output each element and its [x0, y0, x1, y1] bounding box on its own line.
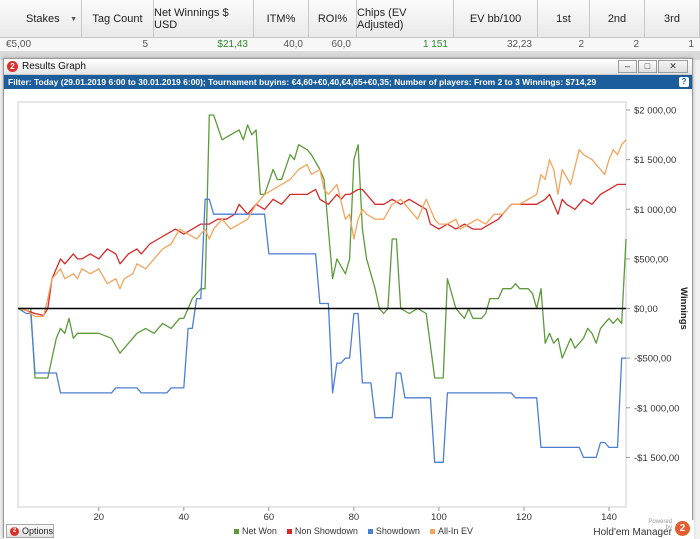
- y-tick-label: -$1 500,00: [634, 453, 679, 464]
- results-chart: $2 000,00 $1 500,00 $1 000,00 $500,00 $0,00 -…: [4, 90, 694, 539]
- y-tick-label: -$1 000,00: [634, 403, 679, 414]
- table-row[interactable]: €5,00 5 $21,43 40,0 60,0 1 151 32,23 2 2…: [0, 38, 700, 52]
- series-line-net-won: [18, 114, 627, 379]
- y-tick-label: $1 500,00: [634, 155, 676, 166]
- legend-swatch: [286, 528, 292, 534]
- series-line-non-showdown: [17, 183, 626, 317]
- options-button[interactable]: 2 Options: [6, 524, 54, 538]
- legend-label: Non Showdown: [294, 526, 358, 536]
- powered-by-text: Powered by: [648, 519, 672, 531]
- results-table-header: Stakes ▼ Tag Count Net Winnings $ USD ITM…: [0, 0, 700, 38]
- cell-2nd: 2: [633, 39, 639, 50]
- series-line-all-in-ev: [17, 139, 627, 318]
- brand-name: Hold'em Manager: [593, 527, 672, 538]
- plot-area: [17, 101, 627, 508]
- y-tick-label: $500,00: [634, 254, 668, 265]
- cell-tag-count: 5: [142, 39, 148, 50]
- cell-net-winnings: $21,43: [217, 39, 248, 50]
- col-roi[interactable]: ROI%: [309, 0, 357, 37]
- bottom-bar: 2 Options Net Won Non Showdown Showdown All…: [4, 519, 694, 539]
- x-tick-label: 140: [601, 512, 617, 520]
- legend-item: Net Won: [234, 526, 277, 536]
- cell-roi: 60,0: [331, 39, 351, 50]
- legend-swatch: [367, 528, 373, 534]
- y-tick-label: $2 000,00: [634, 106, 676, 117]
- x-tick-label: 120: [516, 512, 532, 520]
- y-axis-label: Winnings: [678, 287, 689, 330]
- col-itm[interactable]: ITM%: [254, 0, 309, 37]
- y-tick-label: $0,00: [634, 304, 658, 315]
- x-tick-label: 20: [93, 512, 104, 520]
- window-title: Results Graph: [22, 61, 86, 72]
- cell-3rd: 1: [688, 39, 694, 50]
- dropdown-arrow-icon[interactable]: ▼: [70, 16, 77, 23]
- legend-label: All-In EV: [437, 526, 473, 536]
- col-ev-bb100[interactable]: EV bb/100: [454, 0, 538, 37]
- legend-item: Showdown: [367, 526, 420, 536]
- chart-legend: Net Won Non Showdown Showdown All-In EV: [234, 526, 473, 536]
- filter-bar: Filter: Today (29.01.2019 6:00 to 30.01.…: [4, 75, 692, 89]
- col-tag-count[interactable]: Tag Count: [82, 0, 154, 37]
- series-line-showdown: [17, 198, 626, 463]
- x-tick-label: 80: [349, 512, 360, 520]
- hm2-app-icon: 2: [7, 61, 18, 72]
- cell-itm: 40,0: [283, 39, 303, 50]
- legend-item: All-In EV: [429, 526, 473, 536]
- y-tick-label: $1 000,00: [634, 205, 676, 216]
- table-background: [0, 52, 700, 60]
- cell-ev-bb100: 32,23: [506, 39, 532, 50]
- minimize-button[interactable]: –: [618, 60, 637, 73]
- help-icon[interactable]: ?: [679, 77, 689, 87]
- y-tick-label: -$500,00: [634, 354, 672, 365]
- col-2nd[interactable]: 2nd: [590, 0, 645, 37]
- close-button[interactable]: ✕: [658, 60, 688, 73]
- x-tick-label: 100: [431, 512, 447, 520]
- col-3rd[interactable]: 3rd: [645, 0, 700, 37]
- cell-1st: 2: [578, 39, 584, 50]
- legend-swatch: [429, 528, 435, 534]
- legend-swatch: [234, 528, 239, 534]
- results-graph-window[interactable]: 2 Results Graph – □ ✕ Filter: Today (29.…: [3, 58, 694, 539]
- window-titlebar[interactable]: 2 Results Graph – □ ✕: [4, 59, 692, 75]
- legend-label: Showdown: [375, 526, 420, 536]
- col-chips-ev[interactable]: Chips (EV Adjusted): [357, 0, 454, 37]
- col-stakes[interactable]: Stakes ▼: [0, 0, 82, 37]
- x-tick-label: 40: [179, 512, 190, 520]
- filter-text: Filter: Today (29.01.2019 6:00 to 30.01.…: [8, 77, 597, 87]
- x-tick-label: 60: [264, 512, 275, 520]
- options-icon: 2: [10, 526, 19, 536]
- cell-stakes: €5,00: [6, 39, 32, 50]
- hm2-logo-icon: 2: [675, 521, 690, 536]
- maximize-button[interactable]: □: [638, 60, 657, 73]
- legend-item: Non Showdown: [286, 526, 358, 536]
- cell-chips-ev: 1 151: [422, 39, 448, 50]
- chart-svg: $2 000,00 $1 500,00 $1 000,00 $500,00 $0,00 -…: [17, 101, 689, 539]
- col-1st[interactable]: 1st: [538, 0, 590, 37]
- col-net-winnings[interactable]: Net Winnings $ USD: [154, 0, 254, 37]
- legend-label: Net Won: [242, 526, 277, 536]
